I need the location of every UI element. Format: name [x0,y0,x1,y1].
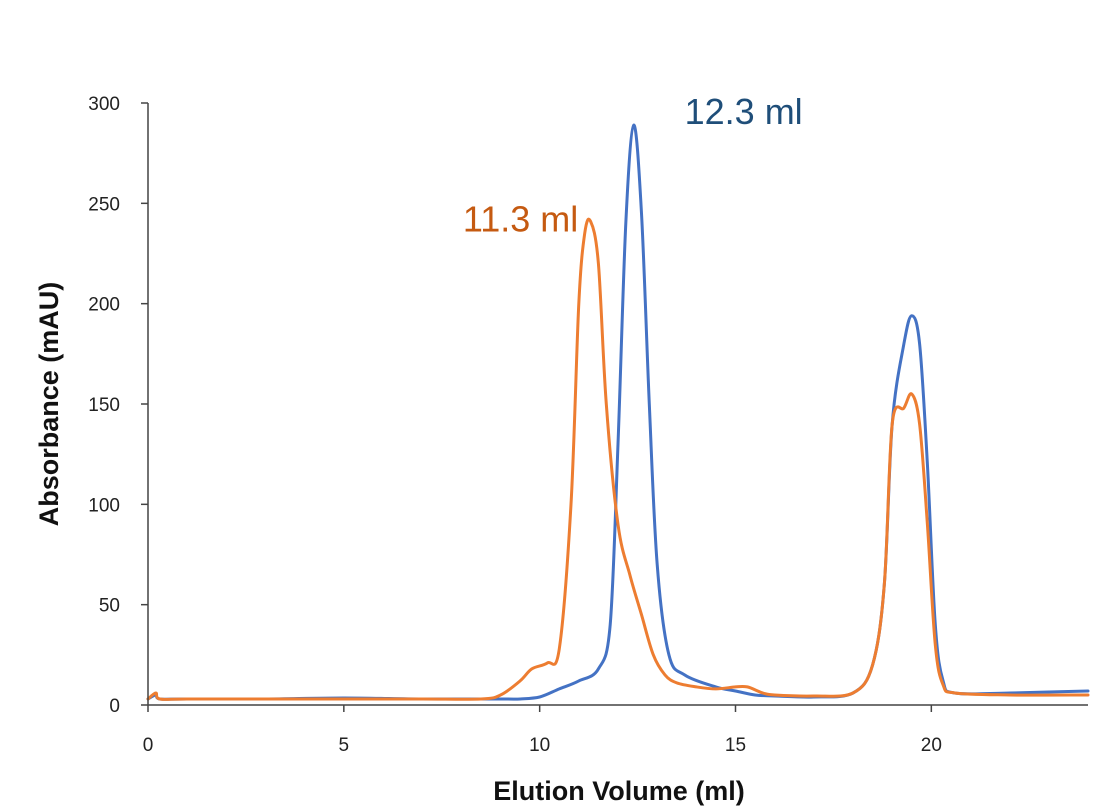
y-tick-label: 50 [99,596,120,617]
peak-annotation: 11.3 ml [463,198,578,239]
series-line-2 [146,217,1090,701]
x-tick-label: 15 [725,735,746,756]
y-tick-label: 0 [109,696,120,717]
plot-lines [146,123,1090,701]
x-tick-label: 5 [339,735,350,756]
y-axis-ticks: 0 50 100 150 200 250 300 [88,94,148,717]
y-tick-label: 250 [88,194,120,215]
series-line-1 [146,123,1090,701]
y-axis-title: Absorbance (mAU) [34,282,64,527]
x-tick-label: 0 [143,735,154,756]
x-axis-ticks: 0 5 10 15 20 [143,705,942,756]
x-tick-label: 10 [529,735,550,756]
y-tick-label: 100 [88,495,120,516]
peak-annotation: 12.3 ml [685,91,803,132]
x-tick-label: 20 [921,735,942,756]
peak-annotations: 11.3 ml 12.3 ml [463,91,803,239]
x-axis-title: Elution Volume (ml) [493,776,745,806]
y-tick-label: 200 [88,295,120,316]
y-tick-label: 150 [88,395,120,416]
y-tick-label: 300 [88,94,120,115]
